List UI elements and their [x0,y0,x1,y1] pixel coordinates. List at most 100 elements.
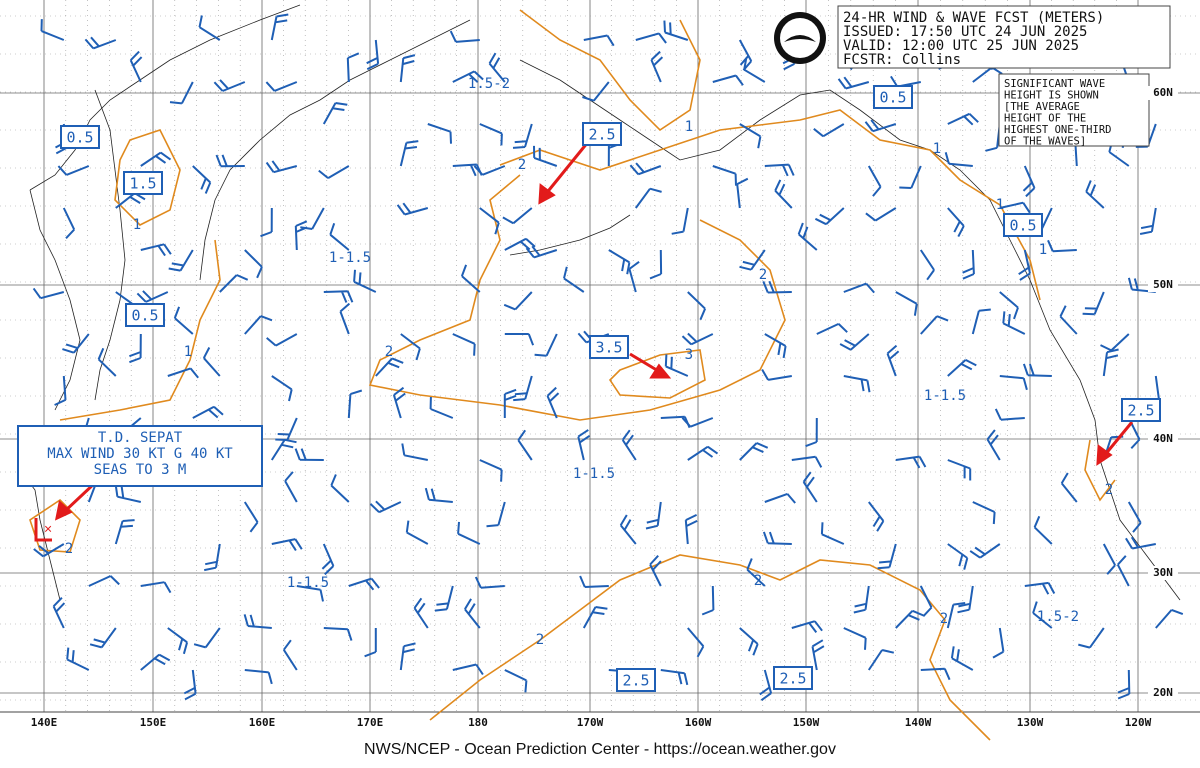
wave-box [589,335,629,359]
contour [368,174,786,421]
wind-barb [1059,305,1078,335]
note-line: HEIGHT IS SHOWN [1004,90,1099,102]
wind-barb [517,429,533,461]
contour-label: 1 [685,119,693,135]
wind-barb [204,543,221,572]
wind-barb [167,627,189,655]
contour [29,498,81,553]
longitude-label: 140E [31,716,58,729]
wind-barb [33,543,65,558]
wind-barb [920,315,949,335]
latitude-label: 20N [1153,686,1173,699]
wind-barb [62,333,90,354]
wind-barb [219,274,249,293]
header-line: FCSTR: Collins [843,52,961,68]
contour [1084,439,1116,502]
latitude-bg [1148,686,1178,700]
footer: NWS/NCEP - Ocean Prediction Center - htt… [364,741,836,758]
wind-barb [837,76,870,90]
wind-barb [944,152,973,167]
wind-barb [479,459,503,482]
wind-barb [296,585,324,602]
longitude-label: 160E [249,716,276,729]
wind-barb [791,620,823,634]
wind-barb [330,474,350,503]
wind-barb [366,39,380,71]
wave-box-label: 2.5 [588,126,615,144]
wind-barb [1155,608,1184,629]
wind-barb [994,408,1025,421]
note-line: HIGHEST ONE-THIRD [1004,124,1111,136]
wind-barb [687,291,707,321]
wind-barb [813,123,845,138]
wind-barb [282,639,298,671]
wind-barb [687,445,719,461]
wind-barb [577,429,591,461]
wind-barb [814,207,845,226]
wind-barb [66,647,90,671]
wind-barb [739,123,762,149]
wave-contours [29,9,1116,741]
wind-barb [663,20,689,41]
wind-barb [546,386,560,419]
wind-barb [1102,543,1116,575]
wind-barb [1127,501,1142,533]
wind-barb [54,375,67,406]
longitude-label: 120W [1125,716,1152,729]
wave-box-label: 2.5 [622,672,649,690]
wind-barb [88,575,120,587]
wind-barb [318,165,350,179]
contour-label: 1 [996,197,1004,213]
longitude-label: 160W [685,716,712,729]
wind-barb [464,598,481,629]
wind-barb [1082,291,1105,316]
area-label: 1-1.5 [924,388,966,404]
wave-box-label: 1.5 [129,175,156,193]
wind-barb [877,543,897,570]
wind-barb [294,220,308,251]
wind-barb [839,333,870,351]
contour [114,129,181,226]
wind-barb [868,501,885,532]
latitude-bg [1148,278,1178,292]
wind-barb [429,396,454,419]
wind-barb [84,36,117,50]
note-line: HEIGHT OF THE [1004,113,1086,125]
contour [519,9,701,132]
latitude-bg [1148,86,1178,100]
contour [608,349,706,399]
wind-barb [346,52,360,83]
wave-box [1003,213,1043,237]
wave-box [773,666,813,690]
wind-barb [843,282,875,294]
wind-barb [972,501,996,525]
wind-barb [629,162,662,176]
wind-barb [452,663,484,676]
wind-barb [764,163,795,177]
latitude-label: 50N [1153,278,1173,291]
wind-barb [947,207,965,238]
wind-barb [512,123,533,149]
wind-barb [811,639,825,671]
wind-barb [1085,180,1105,209]
wind-barb [649,555,662,587]
wind-barb [1033,515,1053,545]
wave-box [60,125,100,149]
wave-box-label: 0.5 [66,129,93,147]
longitude-label: 130W [1017,716,1044,729]
header-line: 24-HR WIND & WAVE FCST (METERS) [843,10,1104,26]
wind-barb [173,306,194,335]
storm-symbol [34,518,52,542]
arrow-head [649,363,672,379]
wind-barb [619,514,637,545]
wind-barb [140,151,172,167]
arrow [1102,421,1134,457]
wind-barb [1018,249,1031,281]
wind-barb [867,165,882,197]
wind-barb [628,260,640,293]
wind-barb [919,249,935,281]
wind-barb [791,455,823,468]
wind-barb [865,207,897,222]
wind-barb [895,455,927,469]
